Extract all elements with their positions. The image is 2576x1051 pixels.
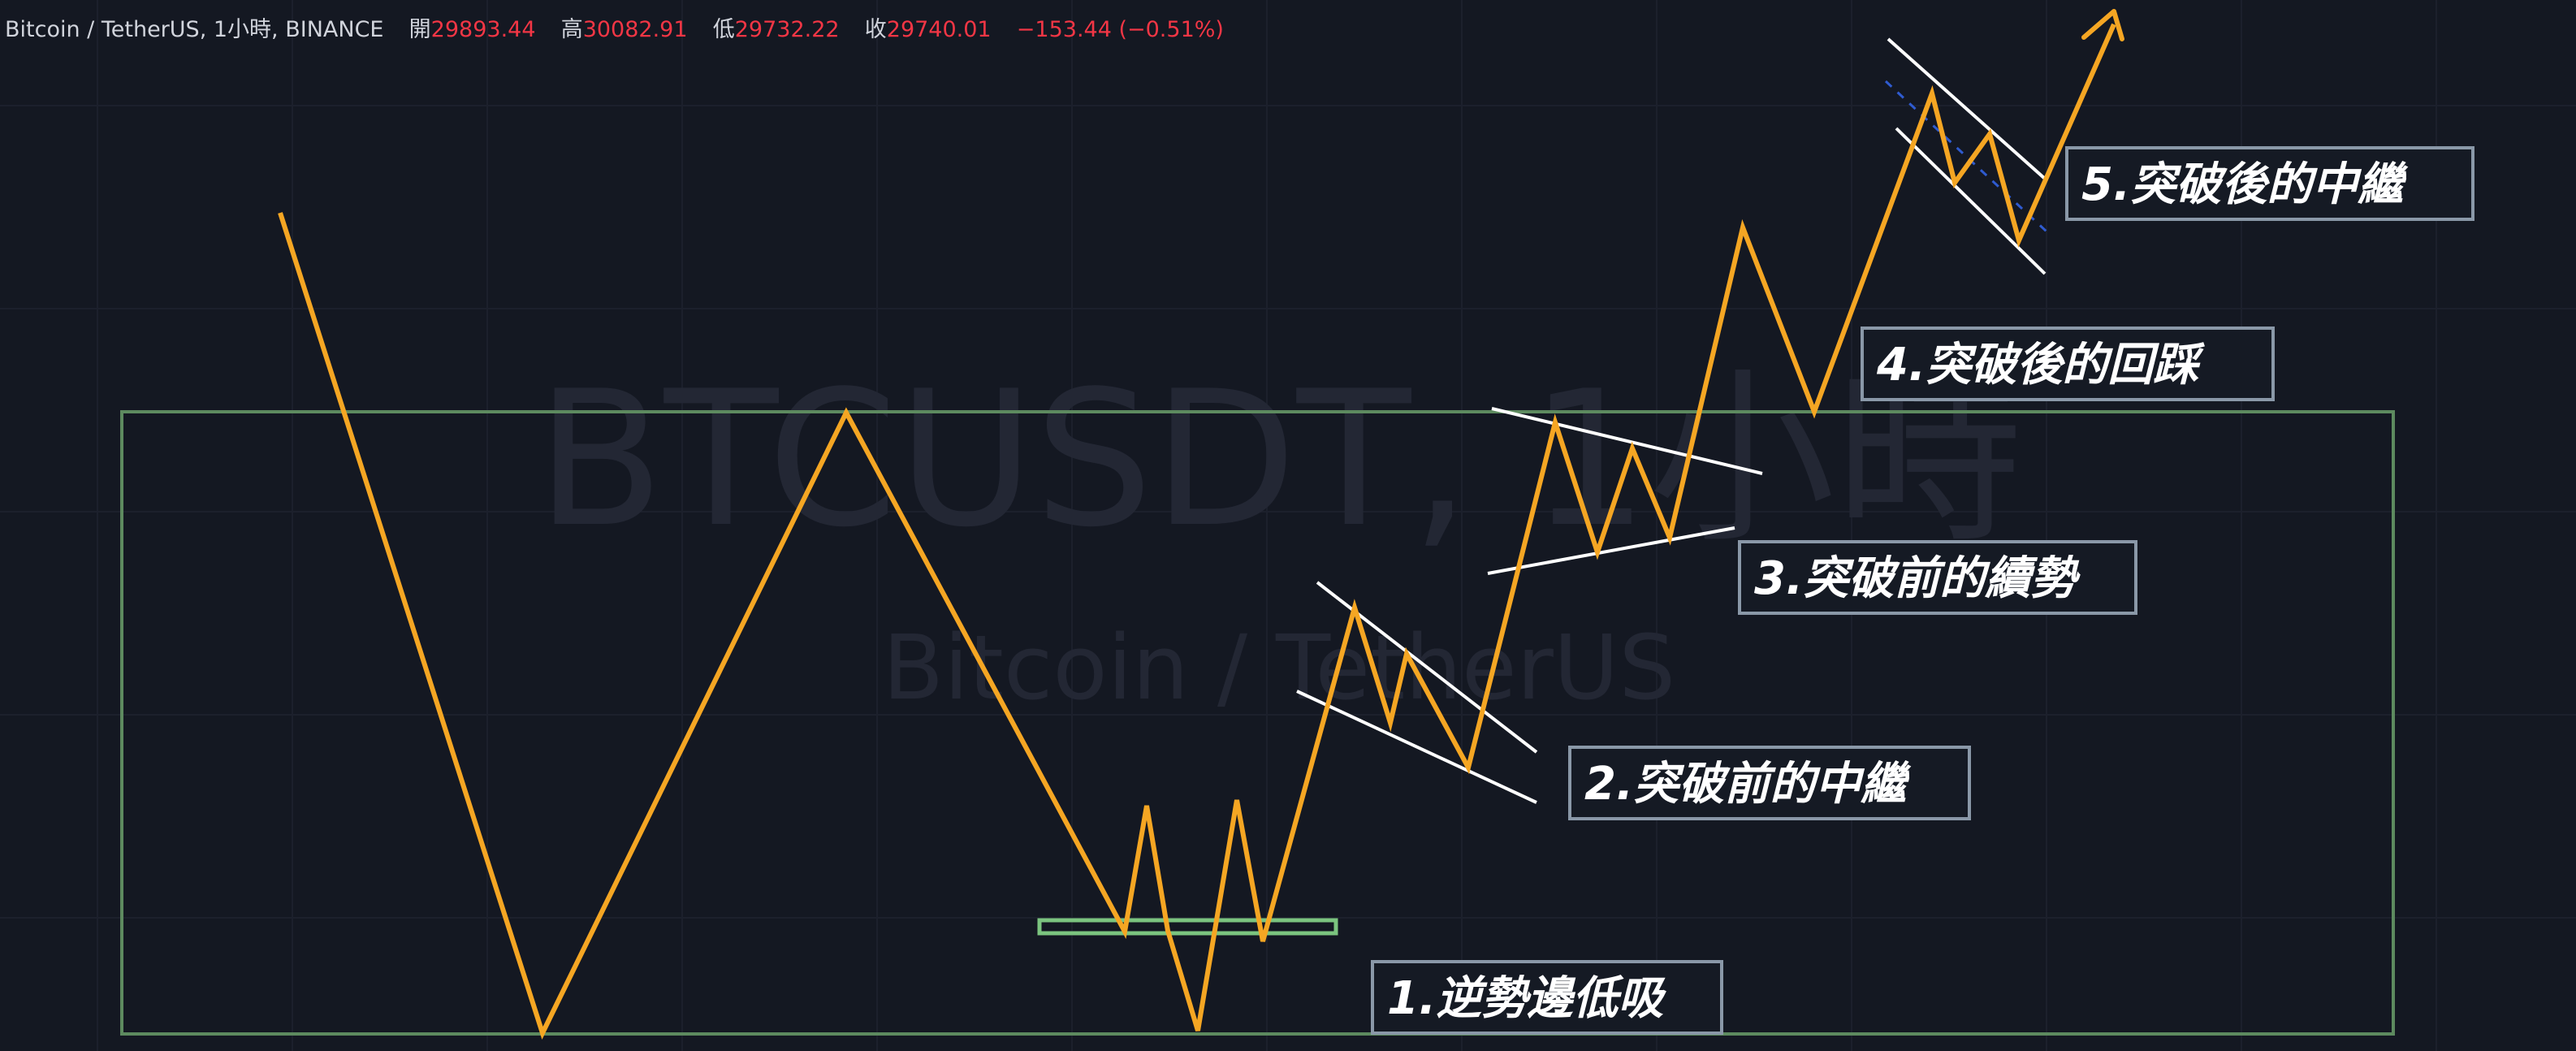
low-label: 低 (712, 17, 735, 42)
annotation-label: 1.逆勢邊低吸 (1371, 960, 1723, 1035)
low-value: 29732.22 (734, 17, 840, 42)
watermark-main: BTCUSDT, 1小時 (536, 352, 2022, 569)
high-value: 30082.91 (582, 17, 688, 42)
exchange: BINANCE (285, 17, 384, 42)
annotation-label: 3.突破前的續勢 (1738, 540, 2137, 615)
arrow-head (2081, 9, 2124, 41)
trendline (1487, 526, 1735, 575)
annotation-box (1371, 960, 1723, 1035)
annotation-label: 2.突破前的中繼 (1568, 746, 1971, 820)
annotation-box (1568, 746, 1971, 820)
annotation-labels: 1.逆勢邊低吸 2.突破前的中繼 3.突破前的續勢 4.突破後的回踩 5.突破後的中繼 (1371, 146, 2474, 1035)
annotation-text: 4.突破後的回踩 (1876, 339, 2205, 391)
trendline (1887, 37, 2047, 180)
interval: 1小時 (213, 17, 272, 42)
symbol-name: Bitcoin / TetherUS (5, 17, 200, 42)
annotation-label: 5.突破後的中繼 (2065, 146, 2474, 221)
annotation-box (1738, 540, 2137, 615)
high-label: 高 (560, 17, 583, 42)
close-value: 29740.01 (886, 17, 992, 42)
trendlines (1296, 37, 2048, 804)
annotation-label: 4.突破後的回踩 (1861, 327, 2275, 401)
annotation-box (2065, 146, 2474, 221)
channel-midline (1884, 80, 2048, 233)
chart-watermark: BTCUSDT, 1小時 Bitcoin / TetherUS (536, 352, 2022, 720)
trendline (1296, 690, 1537, 804)
annotation-text: 3.突破前的續勢 (1754, 552, 2081, 605)
trendline (1895, 127, 2047, 275)
price-path (278, 23, 2116, 1040)
annotation-text: 1.逆勢邊低吸 (1387, 972, 1666, 1025)
consolidation-range-box (120, 410, 2395, 1036)
support-zone (1037, 918, 1338, 936)
annotation-text: 2.突破前的中繼 (1584, 758, 1912, 811)
open-value: 29893.44 (430, 17, 536, 42)
open-label: 開 (408, 17, 431, 42)
trendline (1491, 407, 1763, 475)
annotation-box (1861, 327, 2275, 401)
watermark-sub: Bitcoin / TetherUS (883, 616, 1675, 720)
symbol-legend: Bitcoin / TetherUS, 1小時, BINANCE 開29893.… (5, 17, 1224, 42)
close-label: 收 (864, 17, 887, 42)
change-value: −153.44 (−0.51%) (1016, 17, 1224, 42)
annotation-text: 5.突破後的中繼 (2081, 158, 2409, 211)
